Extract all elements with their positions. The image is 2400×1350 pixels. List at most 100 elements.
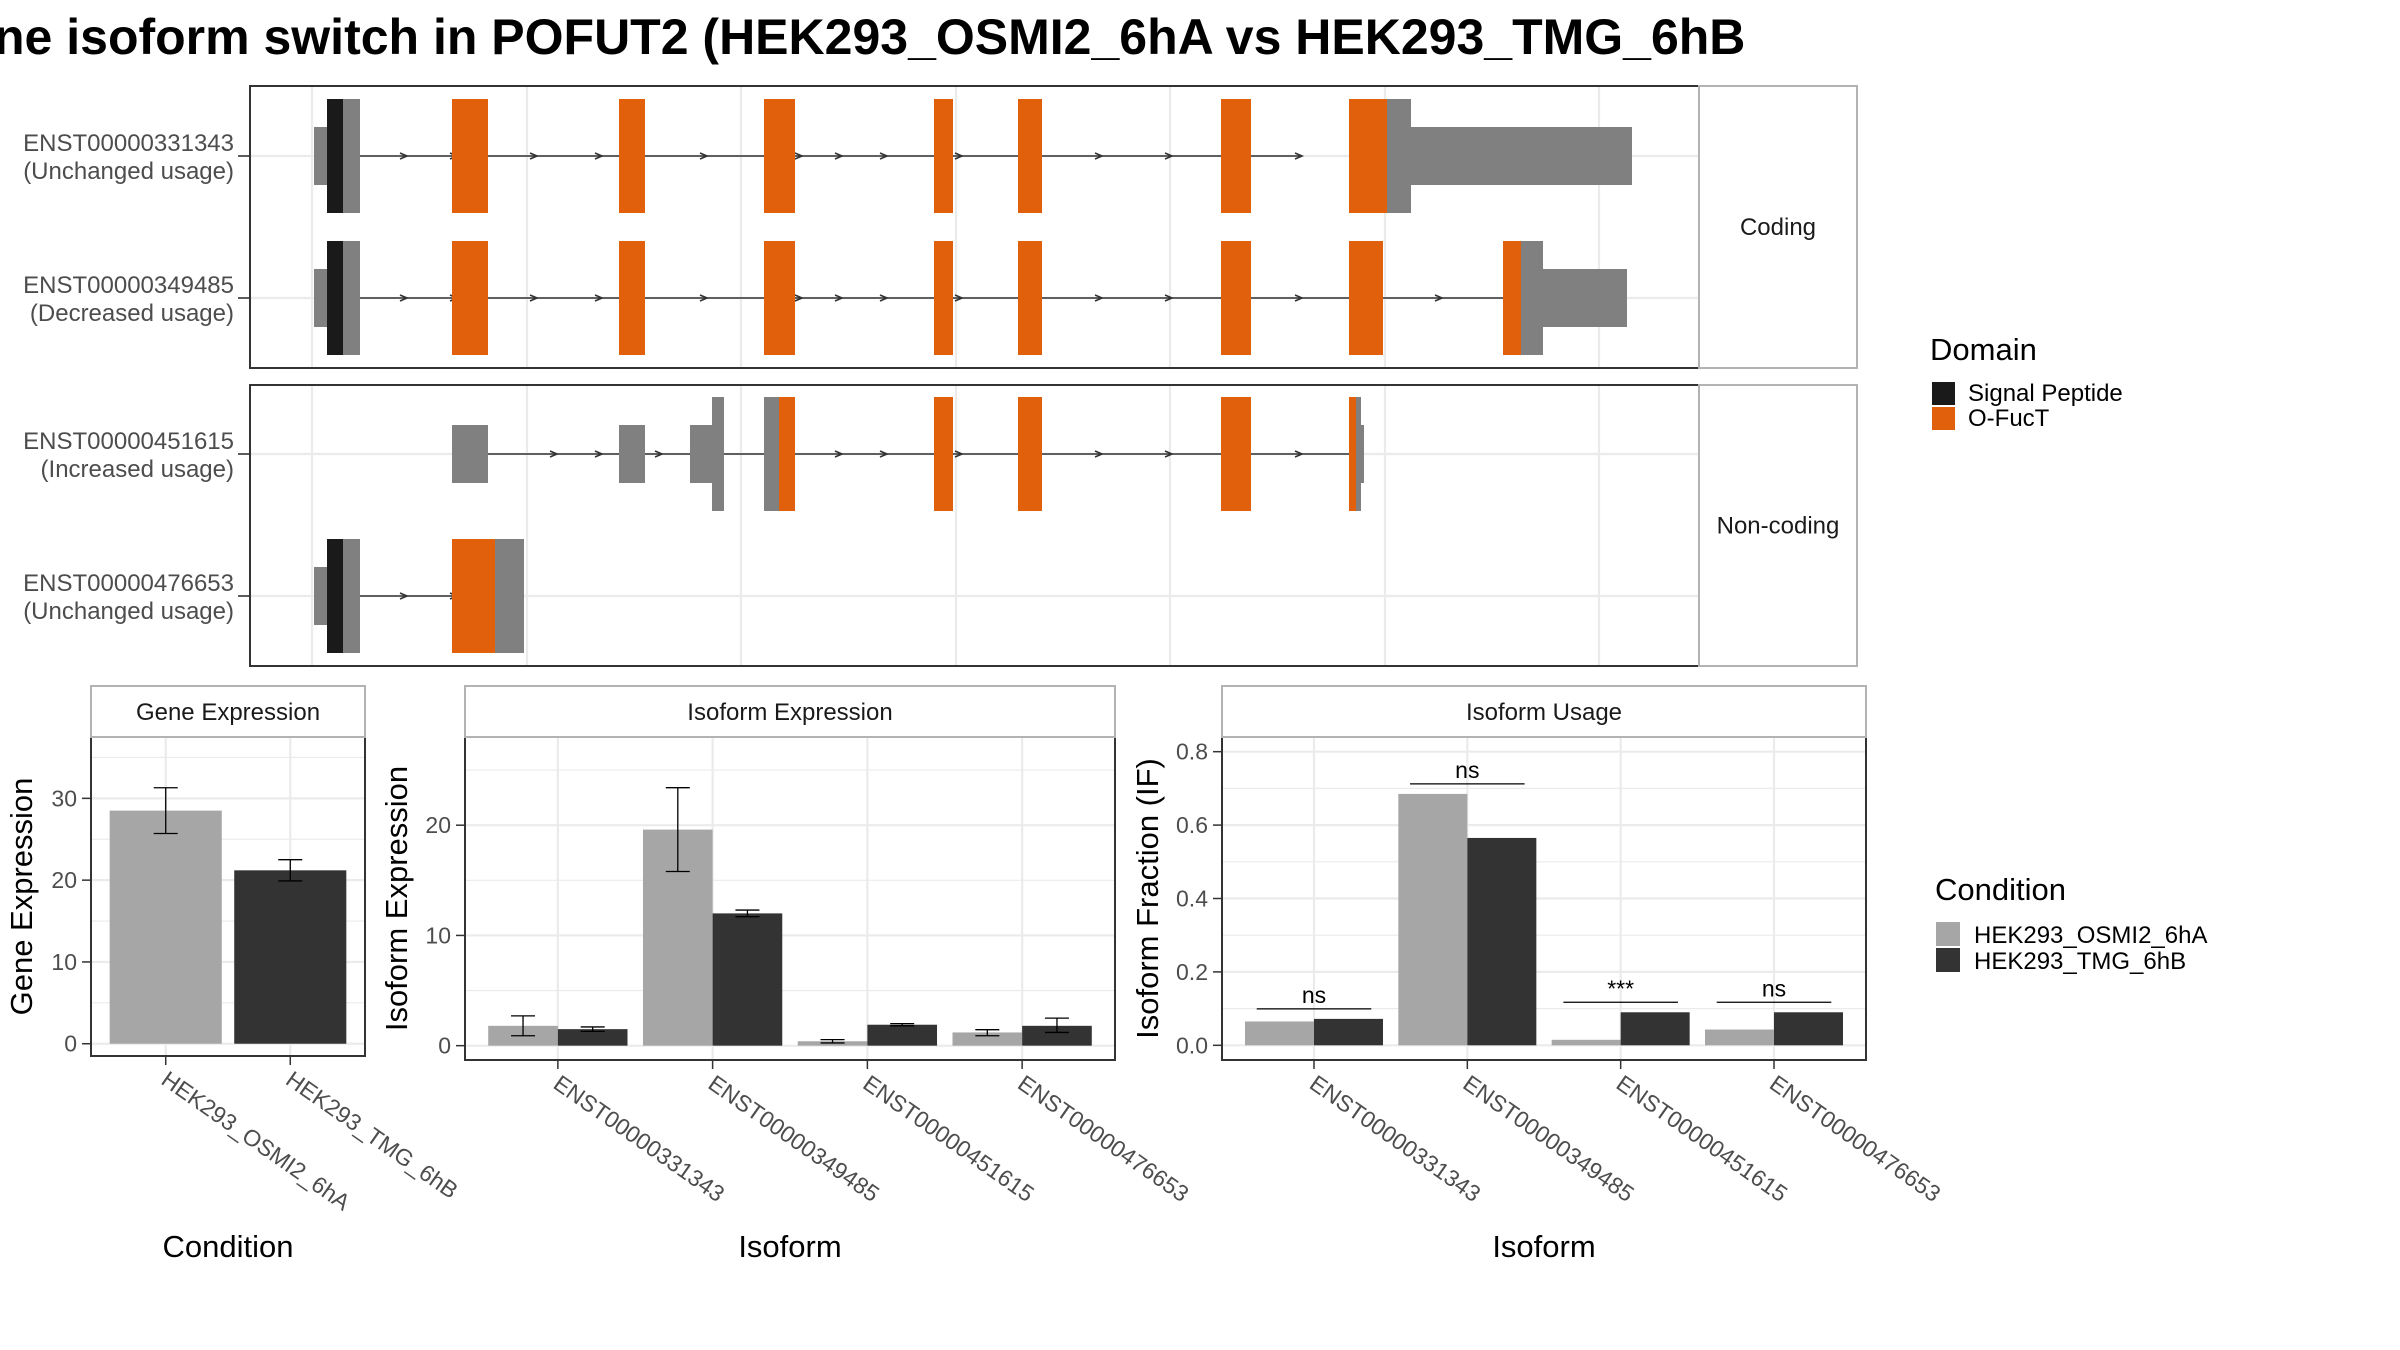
bar-HEK293_TMG_6hB	[234, 870, 347, 1044]
intron-direction-arrow	[1094, 152, 1105, 160]
isoform-track-ENST00000451615	[452, 397, 1364, 511]
intron-direction-arrow	[834, 294, 845, 302]
isoform-usage-label: (Increased usage)	[41, 456, 234, 483]
facet-strip	[1698, 384, 1858, 667]
y-axis-title: Gene Expression	[4, 778, 39, 1016]
x-axis-title: Isoform	[1492, 1229, 1595, 1264]
y-tick-label: 30	[51, 785, 77, 811]
bar-ENST00000331343-HEK293_TMG_6hB	[1314, 1018, 1383, 1046]
isoform-id-label: ENST00000349485	[23, 272, 234, 299]
exon-ofuct-domain	[1018, 397, 1042, 511]
legend-swatch-hek293_tmg_6hb	[1936, 948, 1960, 972]
bar-ENST00000476653-HEK293_TMG_6hB	[1774, 1012, 1843, 1046]
intron-direction-arrow	[1294, 450, 1305, 458]
exon-signal-peptide	[327, 539, 343, 653]
exon-utr-block	[619, 425, 645, 483]
exon-utr-block	[1361, 425, 1364, 483]
exon-ofuct-domain	[619, 241, 645, 355]
y-tick-label: 10	[51, 949, 77, 975]
intron-direction-arrow	[834, 152, 845, 160]
bar-ENST00000331343-HEK293_OSMI2_6hA	[1245, 1021, 1314, 1046]
figure-title: ne isoform switch in POFUT2 (HEK293_OSMI…	[0, 9, 1745, 65]
x-axis-title: Condition	[163, 1229, 294, 1264]
legend-title: Condition	[1935, 872, 2066, 907]
exon-ofuct-domain	[452, 99, 488, 213]
exon-ofuct-domain	[1349, 99, 1387, 213]
intron-direction-arrow	[594, 152, 605, 160]
intron-direction-arrow	[549, 450, 560, 458]
exon-utr-block	[314, 567, 327, 625]
exon-ofuct-domain	[1221, 397, 1251, 511]
legend-label: O-FucT	[1968, 405, 2050, 432]
exon-ofuct-domain	[1221, 99, 1251, 213]
facet-strip-label: Non-coding	[1717, 513, 1840, 540]
legend-swatch-signal-peptide	[1932, 382, 1955, 405]
intron-direction-arrow	[834, 450, 845, 458]
x-tick-label: ENST00000451615	[859, 1070, 1039, 1207]
x-tick-label: ENST00000476653	[1013, 1070, 1193, 1207]
intron-direction-arrow	[954, 152, 965, 160]
exon-signal-peptide	[327, 241, 343, 355]
intron-direction-arrow	[954, 450, 965, 458]
chart-title: Isoform Usage	[1466, 699, 1622, 726]
bar-ENST00000349485-HEK293_TMG_6hB	[712, 913, 783, 1046]
exon-ofuct-domain	[764, 241, 795, 355]
exon-ofuct-domain	[1503, 241, 1521, 355]
exon-ofuct-domain	[1349, 397, 1356, 511]
exon-utr-block	[343, 241, 360, 355]
structure-facet-coding: Coding	[249, 85, 1858, 369]
exon-ofuct-domain	[1221, 241, 1251, 355]
exon-ofuct-domain	[1018, 241, 1042, 355]
intron-direction-arrow	[794, 294, 805, 302]
intron-direction-arrow	[1164, 152, 1175, 160]
exon-utr-block	[343, 99, 360, 213]
isoform-usage-label: (Decreased usage)	[30, 300, 234, 327]
exon-utr-block	[452, 425, 488, 483]
x-axis-title: Isoform	[738, 1229, 841, 1264]
isoform-id-label: ENST00000476653	[23, 570, 234, 597]
exon-ofuct-domain	[934, 99, 953, 213]
y-axis-title: Isoform Expression	[379, 766, 414, 1031]
legend-label: HEK293_TMG_6hB	[1974, 948, 2186, 975]
y-tick-label: 10	[425, 922, 451, 948]
isoform-usage-chart: ns ns *** ns Isoform Usage 0.0 0.2 0.4 0.6 0.8 ENS…	[1130, 685, 1946, 1264]
significance-label: ns	[1455, 757, 1479, 783]
exon-ofuct-domain	[1349, 241, 1383, 355]
facet-strip	[1698, 85, 1858, 369]
exon-ofuct-domain	[934, 397, 953, 511]
intron-direction-arrow	[399, 294, 410, 302]
intron-direction-arrow	[699, 294, 710, 302]
intron-direction-arrow	[879, 294, 890, 302]
intron-direction-arrow	[1164, 450, 1175, 458]
y-tick-label: 0.4	[1176, 886, 1208, 912]
x-tick-label: ENST00000331343	[549, 1070, 729, 1207]
y-tick-label: 0.6	[1176, 812, 1208, 838]
bar-ENST00000349485-HEK293_TMG_6hB	[1467, 837, 1537, 1046]
isoform-id-label: ENST00000451615	[23, 428, 234, 455]
exon-utr-block	[1387, 99, 1411, 213]
exon-utr-block	[1543, 269, 1627, 327]
y-axis-title: Isoform Fraction (IF)	[1130, 758, 1165, 1039]
intron-direction-arrow	[529, 294, 540, 302]
bar-ENST00000451615-HEK293_TMG_6hB	[867, 1024, 938, 1046]
intron-direction-arrow	[1164, 294, 1175, 302]
y-tick-label: 20	[425, 812, 451, 838]
x-tick-label: ENST00000349485	[704, 1070, 884, 1207]
bar-ENST00000349485-HEK293_OSMI2_6hA	[1398, 793, 1468, 1046]
structure-facet-non-coding: Non-coding	[249, 384, 1858, 667]
intron-direction-arrow	[399, 152, 410, 160]
exon-utr-block	[690, 425, 712, 483]
legend-swatch-o-fuct	[1932, 407, 1955, 430]
chart-title: Isoform Expression	[687, 699, 892, 726]
y-tick-label: 20	[51, 867, 77, 893]
isoform-usage-label: (Unchanged usage)	[23, 598, 234, 625]
isoform-usage-label: (Unchanged usage)	[23, 158, 234, 185]
y-tick-label: 0.2	[1176, 959, 1208, 985]
exon-ofuct-domain	[452, 539, 495, 653]
exon-ofuct-domain	[779, 397, 795, 511]
legend-swatch-hek293_osmi2_6ha	[1936, 922, 1960, 946]
plot-background	[465, 737, 1115, 1060]
exon-utr-block	[1356, 397, 1361, 511]
